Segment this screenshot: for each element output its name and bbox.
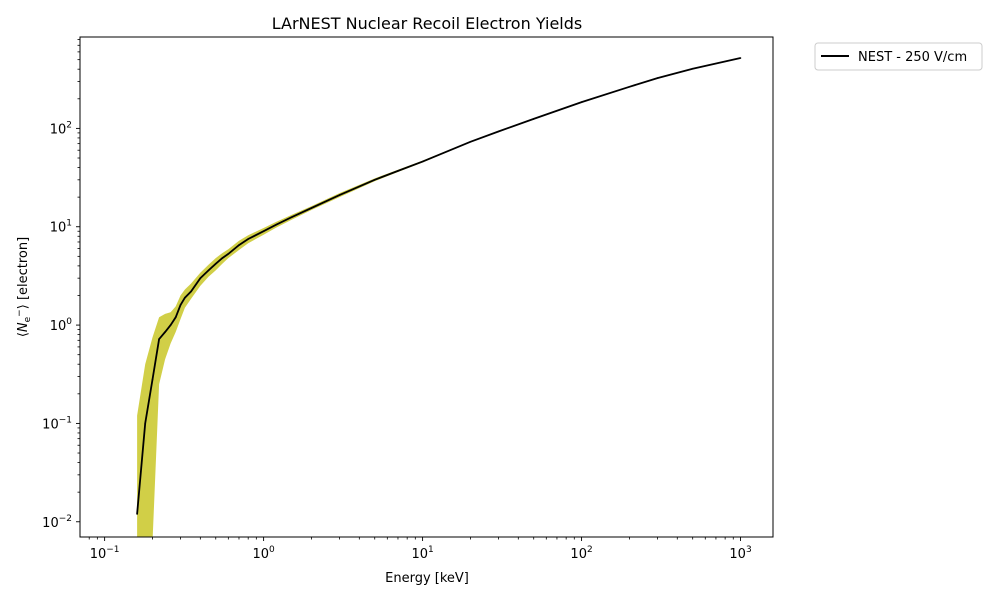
legend: NEST - 250 V/cm [814,42,983,71]
series-point [184,296,186,299]
series-point [290,216,293,218]
series-point [469,141,472,143]
series-point [174,316,177,319]
x-tick-label: 102 [570,545,592,562]
series-point [338,194,341,196]
series-point [497,130,500,133]
uncertainty-band [137,57,741,537]
series-point [628,86,631,88]
series-point [247,238,249,240]
series-point [144,422,146,425]
series-point [656,77,659,79]
series-point [421,160,424,163]
x-axis-label: Energy [keV] [385,571,469,586]
series-point [227,253,230,255]
chart-title: LArNEST Nuclear Recoil Electron Yields [272,14,583,33]
x-tick-label: 101 [411,545,433,562]
series-point [310,207,313,209]
series-point [136,513,138,515]
series-point [190,290,192,293]
y-tick-label: 101 [50,219,72,236]
series-point [275,223,278,226]
legend-box [814,42,983,71]
x-tick-label: 100 [252,545,275,562]
series-point [199,277,202,280]
x-tick-label: 103 [729,545,751,562]
plot-frame [79,36,774,538]
series-point [158,338,160,340]
series-point [739,57,742,59]
y-tick-label: 10−2 [42,514,72,531]
series-point [164,331,166,333]
series-point [397,170,399,172]
series-point [532,118,535,120]
x-tick-label: 10−1 [90,545,120,562]
y-axis: 10−2 10−1 100 101 102 [42,39,80,531]
series-point [151,378,154,381]
series-point [179,304,182,306]
x-axis: 10−1 100 101 102 103 [88,537,752,562]
plot-area [136,57,742,537]
series-point [691,67,694,70]
series-point [580,101,583,103]
series-point [214,263,217,265]
series-point [262,230,265,232]
series-point [207,269,210,272]
series-point [373,179,376,181]
series-line-0 [136,57,741,515]
y-axis-label: ⟨Ne−⟩ [electron] [15,237,33,337]
series-point [169,324,172,326]
y-tick-label: 10−1 [42,415,72,432]
y-tick-label: 102 [50,120,72,137]
series-point [221,257,224,259]
series-point [238,244,240,246]
legend-label: NEST - 250 V/cm [858,50,967,65]
y-tick-label: 100 [50,317,73,334]
